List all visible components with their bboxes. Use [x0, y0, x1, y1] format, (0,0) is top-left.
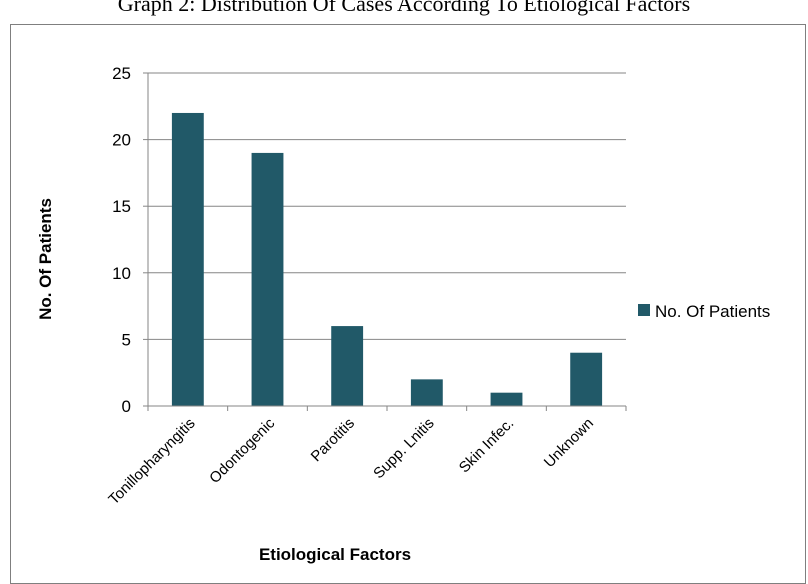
x-tick-label: Supp. Lnitis: [370, 415, 437, 482]
bar-skin-infec: [490, 392, 523, 406]
page-title: Graph 2: Distribution Of Cases According…: [117, 0, 691, 16]
x-tick-label: Odontogenic: [206, 414, 279, 487]
bar-parotitis: [331, 326, 364, 406]
x-axis-title: Etiological Factors: [259, 545, 411, 564]
y-tick-label: 20: [112, 131, 131, 150]
x-tick-label: Unknown: [541, 415, 597, 471]
x-tick-label: Parotitis: [308, 415, 358, 465]
y-tick-label: 15: [112, 197, 131, 216]
chart-frame: [10, 24, 806, 584]
bar-tonillopharyngitis: [171, 112, 204, 407]
x-tick-labels: Tonillopharyngitis Odontogenic Parotitis Su…: [105, 414, 597, 508]
legend-label: No. Of Patients: [655, 302, 770, 321]
y-tick-label: 5: [122, 330, 131, 349]
bar-unknown: [570, 352, 603, 406]
x-tick-label: Skin Infec.: [456, 415, 518, 477]
y-tick-label: 10: [112, 264, 131, 283]
bars: [171, 112, 603, 407]
y-tick-label: 25: [112, 64, 131, 83]
legend-swatch: [638, 304, 650, 316]
y-tick-label: 0: [122, 397, 131, 416]
bar-supp-lnitis: [410, 379, 443, 406]
bar-chart: 0 5 10 15 20 25 Tonillopharyngitis Odontogenic…: [36, 64, 770, 564]
x-tick-label: Tonillopharyngitis: [105, 415, 198, 508]
y-axis-title: No. Of Patients: [36, 198, 55, 320]
bar-odontogenic: [251, 152, 284, 406]
y-tick-labels: 0 5 10 15 20 25: [112, 64, 131, 416]
gridlines: [143, 72, 626, 407]
axes: [147, 73, 627, 411]
legend: No. Of Patients: [638, 302, 770, 321]
